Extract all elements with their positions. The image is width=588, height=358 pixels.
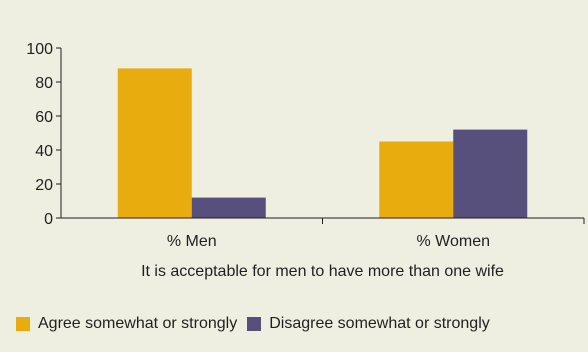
bar-disagree-1 xyxy=(191,197,266,218)
y-tick-label-0: 0 xyxy=(44,211,53,228)
x-category-label-2: % Women xyxy=(416,233,490,250)
legend-label-agree: Agree somewhat or strongly xyxy=(38,315,238,332)
legend-item-agree: Agree somewhat or strongly xyxy=(16,315,237,333)
bar-agree-2 xyxy=(379,141,454,218)
y-tick-label-80: 80 xyxy=(35,75,53,92)
x-axis-title: It is acceptable for men to have more th… xyxy=(141,263,504,280)
legend-swatch-agree xyxy=(16,317,30,331)
legend-label-disagree: Disagree somewhat or strongly xyxy=(269,315,490,332)
y-tick-label-60: 60 xyxy=(35,109,53,126)
bar-disagree-2 xyxy=(453,129,528,218)
y-tick-label-20: 20 xyxy=(35,177,53,194)
x-category-label-1: % Men xyxy=(167,233,217,250)
y-tick-label-40: 40 xyxy=(35,143,53,160)
legend: Agree somewhat or strongly Disagree somew… xyxy=(16,315,500,333)
bar-agree-1 xyxy=(117,68,192,219)
y-tick-label-100: 100 xyxy=(26,41,53,58)
legend-swatch-disagree xyxy=(247,317,262,331)
legend-item-disagree: Disagree somewhat or strongly xyxy=(247,315,490,333)
